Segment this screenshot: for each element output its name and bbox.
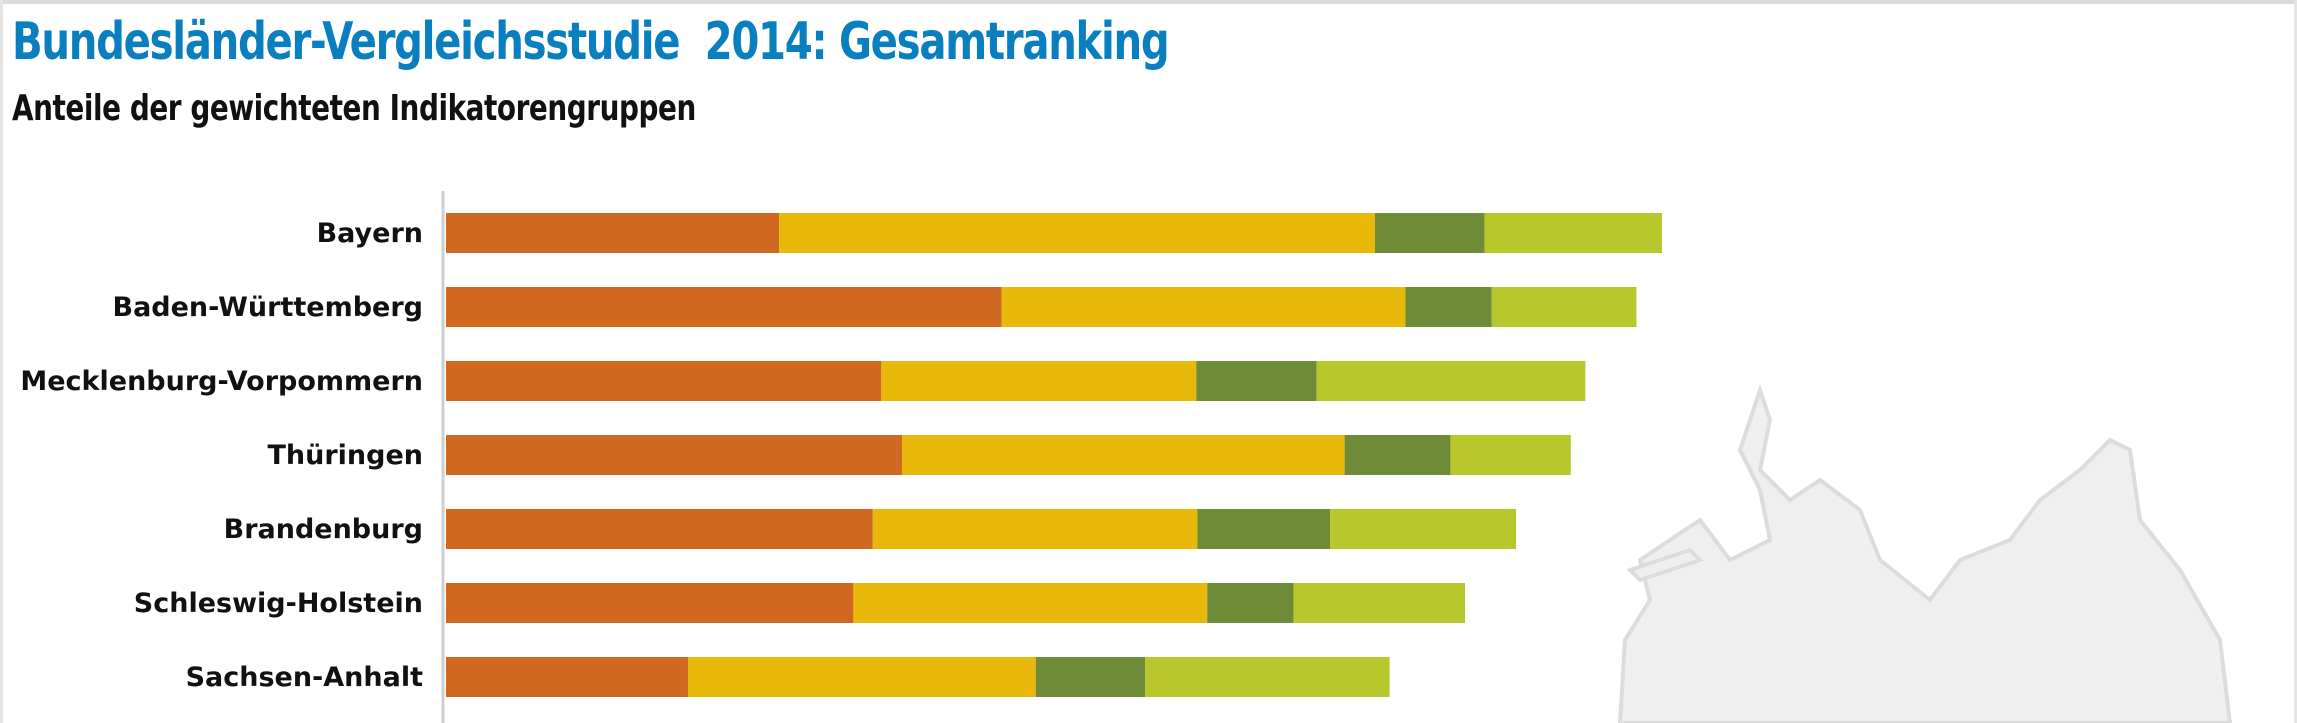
left-border xyxy=(0,0,3,723)
bar-segment-3 xyxy=(1197,509,1331,549)
chart-title: Bundesländer-Vergleichsstudie 2014: Gesa… xyxy=(12,12,1170,72)
bar-segment-3 xyxy=(1196,361,1317,401)
category-label: Brandenburg xyxy=(224,514,423,545)
bar-segment-1 xyxy=(446,361,882,401)
category-label: Baden-Württemberg xyxy=(112,292,423,323)
category-label: Bayern xyxy=(317,218,423,249)
bar-segment-4 xyxy=(1316,361,1586,401)
chart-subtitle: Anteile der gewichteten Indikatorengrupp… xyxy=(12,88,696,129)
bar-segment-4 xyxy=(1145,657,1390,697)
bar-segment-3 xyxy=(1375,213,1485,253)
category-label: Thüringen xyxy=(267,440,423,471)
bar-segment-2 xyxy=(779,213,1376,253)
bar-segment-2 xyxy=(872,509,1198,549)
bar-segment-1 xyxy=(446,583,854,623)
bar-segment-1 xyxy=(446,287,1002,327)
bar-segment-1 xyxy=(446,657,688,697)
germany-map-icon xyxy=(1617,383,2233,723)
category-label: Mecklenburg-Vorpommern xyxy=(20,366,423,397)
category-label: Sachsen-Anhalt xyxy=(186,662,424,693)
bar-segment-1 xyxy=(446,213,780,253)
bar-segment-4 xyxy=(1330,509,1517,549)
bar-segment-1 xyxy=(446,435,902,475)
bar-segment-2 xyxy=(1001,287,1406,327)
bar-segment-3 xyxy=(1207,583,1294,623)
category-label: Schleswig-Holstein xyxy=(134,588,423,619)
bar-segment-4 xyxy=(1450,435,1571,475)
bar-segment-2 xyxy=(881,361,1197,401)
top-border xyxy=(0,0,2297,4)
bar-segment-3 xyxy=(1035,657,1146,697)
bar-segment-4 xyxy=(1491,287,1637,327)
bar-segment-2 xyxy=(853,583,1208,623)
bar-segment-3 xyxy=(1405,287,1492,327)
bar-segment-1 xyxy=(446,509,873,549)
bar-segment-2 xyxy=(687,657,1036,697)
bar-segment-3 xyxy=(1344,435,1451,475)
bar-segment-4 xyxy=(1484,213,1662,253)
right-border xyxy=(2294,0,2297,723)
bar-segment-4 xyxy=(1293,583,1466,623)
bar-segment-2 xyxy=(902,435,1345,475)
